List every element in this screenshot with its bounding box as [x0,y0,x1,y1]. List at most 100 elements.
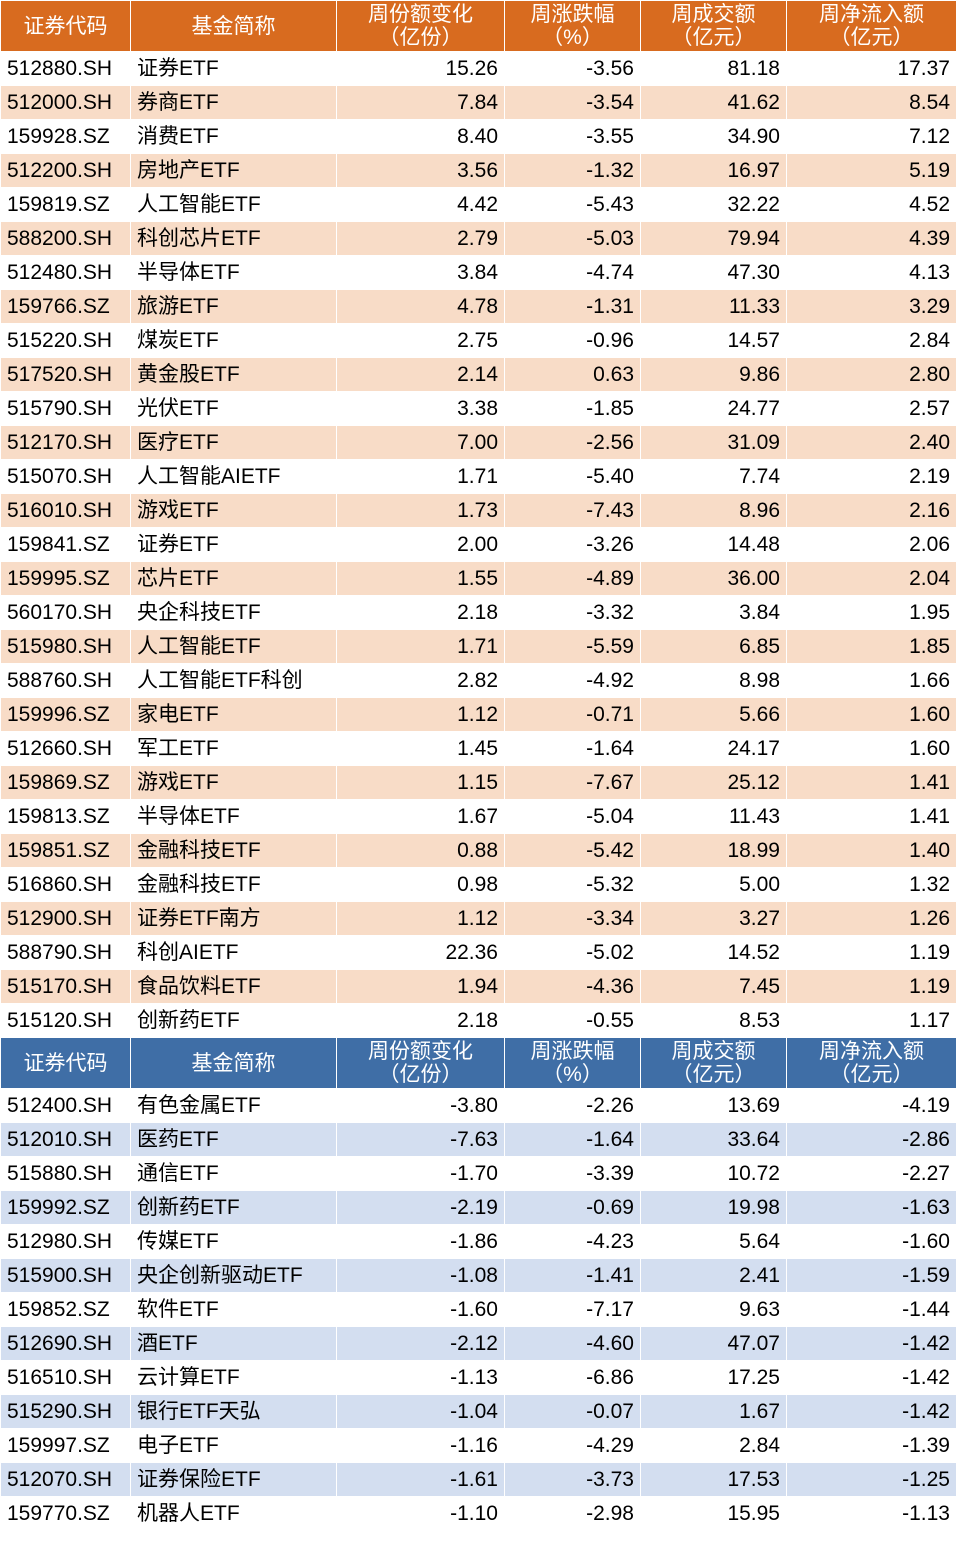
cell-name: 央企科技ETF [131,596,337,630]
cell-net-inflow: -1.13 [787,1497,956,1531]
cell-code: 512170.SH [1,426,131,460]
table-row: 159992.SZ创新药ETF-2.19-0.6919.98-1.63 [1,1191,956,1225]
table-row: 159995.SZ芯片ETF1.55-4.8936.002.04 [1,562,956,596]
cell-name: 游戏ETF [131,766,337,800]
cell-pct-change: -4.74 [505,256,641,290]
cell-net-inflow: 1.41 [787,800,956,834]
cell-pct-change: -1.31 [505,290,641,324]
cell-code: 159997.SZ [1,1429,131,1463]
cell-code: 159928.SZ [1,120,131,154]
cell-name: 银行ETF天弘 [131,1395,337,1429]
cell-pct-change: -2.56 [505,426,641,460]
cell-turnover: 15.95 [641,1497,787,1531]
cell-code: 512070.SH [1,1463,131,1497]
cell-share-change: 7.84 [337,86,505,120]
cell-code: 512980.SH [1,1225,131,1259]
cell-net-inflow: 8.54 [787,86,956,120]
cell-pct-change: -1.64 [505,1123,641,1157]
cell-turnover: 32.22 [641,188,787,222]
cell-turnover: 10.72 [641,1157,787,1191]
cell-pct-change: -7.17 [505,1293,641,1327]
cell-share-change: -1.60 [337,1293,505,1327]
cell-pct-change: -0.07 [505,1395,641,1429]
top-header: 证券代码 基金简称 周份额变化（亿份） 周涨跌幅（%） 周成交额（亿元） 周净流… [1,1,956,52]
cell-pct-change: -1.64 [505,732,641,766]
cell-net-inflow: 2.19 [787,460,956,494]
table-row: 516860.SH金融科技ETF0.98-5.325.001.32 [1,868,956,902]
cell-turnover: 7.74 [641,460,787,494]
cell-pct-change: -2.26 [505,1089,641,1123]
cell-share-change: 7.00 [337,426,505,460]
cell-name: 光伏ETF [131,392,337,426]
cell-net-inflow: -1.42 [787,1361,956,1395]
table-row: 512480.SH半导体ETF3.84-4.7447.304.13 [1,256,956,290]
cell-name: 医药ETF [131,1123,337,1157]
th-share-change: 周份额变化（亿份） [337,1,505,52]
cell-name: 人工智能ETF [131,630,337,664]
cell-pct-change: -4.60 [505,1327,641,1361]
cell-turnover: 7.45 [641,970,787,1004]
table-row: 159813.SZ半导体ETF1.67-5.0411.431.41 [1,800,956,834]
cell-pct-change: -4.36 [505,970,641,1004]
cell-name: 黄金股ETF [131,358,337,392]
th-pct-change: 周涨跌幅（%） [505,1,641,52]
cell-name: 央企创新驱动ETF [131,1259,337,1293]
cell-name: 煤炭ETF [131,324,337,358]
cell-net-inflow: 7.12 [787,120,956,154]
cell-share-change: 4.42 [337,188,505,222]
table-row: 588790.SH科创AIETF22.36-5.0214.521.19 [1,936,956,970]
cell-name: 云计算ETF [131,1361,337,1395]
bottom-header: 证券代码 基金简称 周份额变化（亿份） 周涨跌幅（%） 周成交额（亿元） 周净流… [1,1038,956,1089]
cell-turnover: 41.62 [641,86,787,120]
cell-code: 159852.SZ [1,1293,131,1327]
table-row: 159841.SZ证券ETF2.00-3.2614.482.06 [1,528,956,562]
table-row: 515980.SH人工智能ETF1.71-5.596.851.85 [1,630,956,664]
table-row: 515220.SH煤炭ETF2.75-0.9614.572.84 [1,324,956,358]
table-row: 512170.SH医疗ETF7.00-2.5631.092.40 [1,426,956,460]
cell-pct-change: -0.71 [505,698,641,732]
cell-share-change: 1.15 [337,766,505,800]
table-row: 512660.SH军工ETF1.45-1.6424.171.60 [1,732,956,766]
table-row: 516010.SH游戏ETF1.73-7.438.962.16 [1,494,956,528]
cell-turnover: 11.43 [641,800,787,834]
table-row: 159852.SZ软件ETF-1.60-7.179.63-1.44 [1,1293,956,1327]
cell-turnover: 6.85 [641,630,787,664]
cell-name: 证券ETF [131,528,337,562]
cell-turnover: 5.00 [641,868,787,902]
th-turnover: 周成交额（亿元） [641,1038,787,1089]
cell-name: 机器人ETF [131,1497,337,1531]
cell-share-change: 1.71 [337,630,505,664]
th-pct-change: 周涨跌幅（%） [505,1038,641,1089]
cell-code: 512000.SH [1,86,131,120]
cell-pct-change: -5.04 [505,800,641,834]
cell-turnover: 47.07 [641,1327,787,1361]
cell-net-inflow: -1.44 [787,1293,956,1327]
cell-code: 159813.SZ [1,800,131,834]
cell-turnover: 36.00 [641,562,787,596]
cell-name: 金融科技ETF [131,868,337,902]
cell-pct-change: -0.96 [505,324,641,358]
th-share-change: 周份额变化（亿份） [337,1038,505,1089]
cell-share-change: -1.16 [337,1429,505,1463]
cell-name: 金融科技ETF [131,834,337,868]
cell-share-change: -1.61 [337,1463,505,1497]
cell-pct-change: -5.59 [505,630,641,664]
cell-net-inflow: 1.60 [787,732,956,766]
cell-code: 588760.SH [1,664,131,698]
cell-name: 证券保险ETF [131,1463,337,1497]
cell-net-inflow: -2.86 [787,1123,956,1157]
cell-net-inflow: 5.19 [787,154,956,188]
cell-turnover: 14.57 [641,324,787,358]
cell-share-change: 22.36 [337,936,505,970]
cell-code: 512200.SH [1,154,131,188]
table-row: 159869.SZ游戏ETF1.15-7.6725.121.41 [1,766,956,800]
cell-share-change: 3.84 [337,256,505,290]
cell-turnover: 24.77 [641,392,787,426]
cell-turnover: 79.94 [641,222,787,256]
cell-code: 516860.SH [1,868,131,902]
cell-code: 588790.SH [1,936,131,970]
cell-name: 创新药ETF [131,1191,337,1225]
cell-pct-change: -4.92 [505,664,641,698]
cell-turnover: 2.84 [641,1429,787,1463]
cell-code: 588200.SH [1,222,131,256]
